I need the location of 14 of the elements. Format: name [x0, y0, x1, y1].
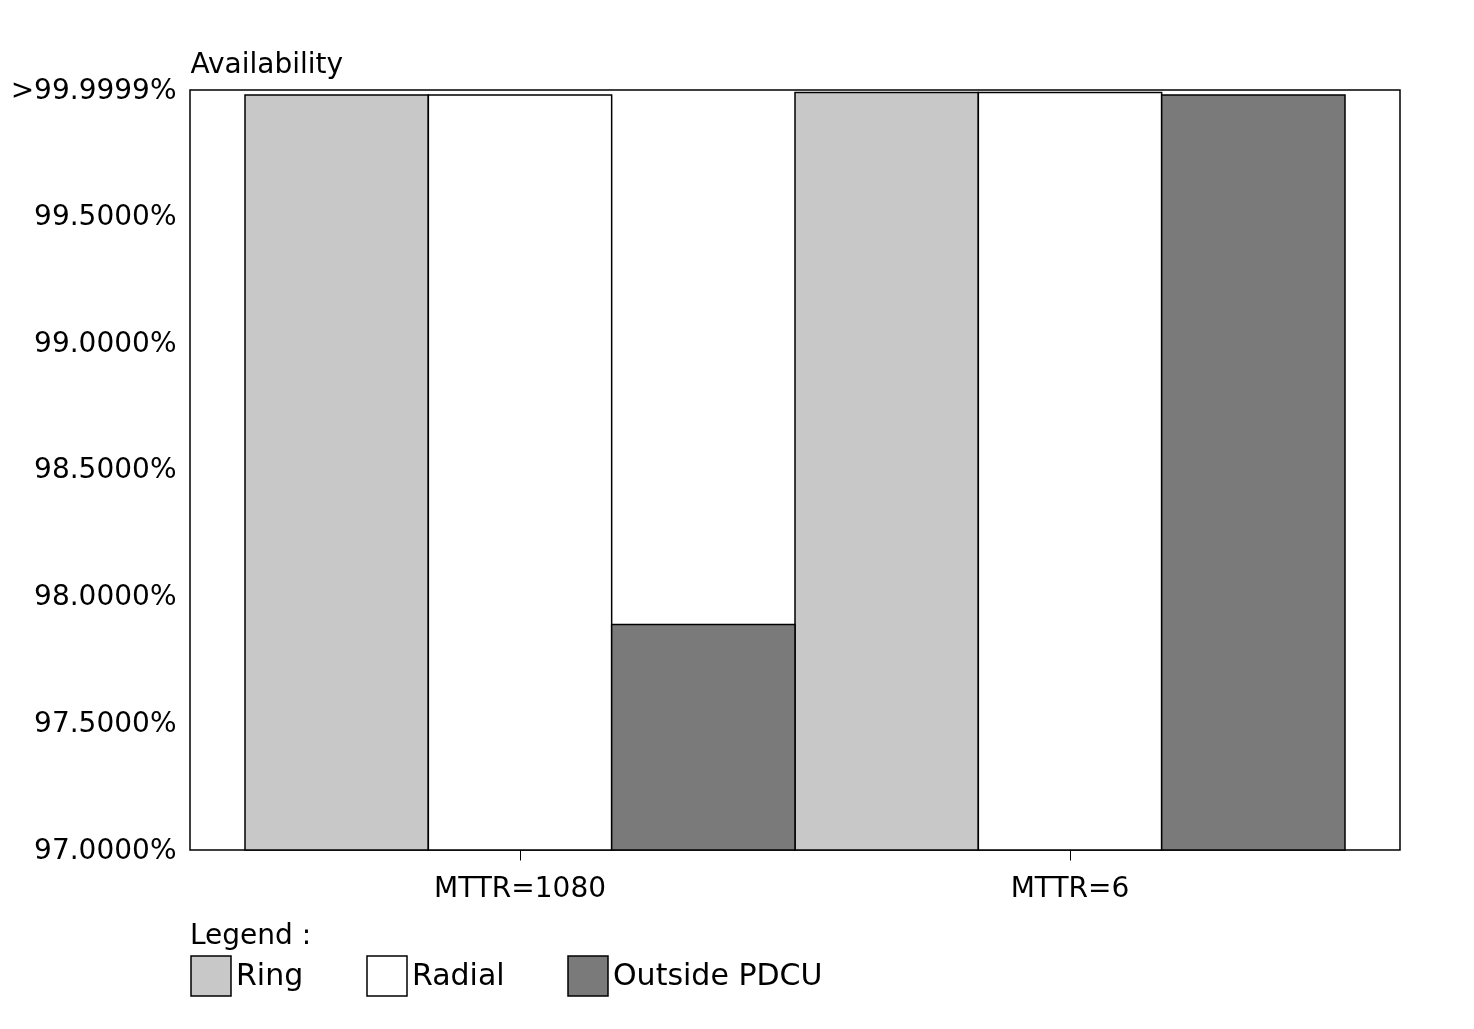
y-tick-label: 97.5000%	[34, 705, 177, 739]
y-tick-label: 98.0000%	[34, 579, 177, 613]
y-tick-label: 97.0000%	[34, 832, 177, 866]
y-tick-label: 99.0000%	[34, 325, 177, 359]
x-tick-label: MTTR=6	[1010, 870, 1130, 904]
legend-label: Ring	[236, 957, 304, 992]
y-axis-title: Availability	[190, 46, 344, 80]
y-tick-label: >99.9999%	[10, 72, 177, 106]
x-tick-label: MTTR=1080	[433, 870, 607, 904]
legend-label: Outside PDCU	[613, 957, 823, 992]
legend-label: Radial	[412, 957, 505, 992]
legend-title: Legend :	[190, 918, 312, 951]
y-tick-label: 98.5000%	[34, 452, 177, 486]
y-tick-label: 99.5000%	[34, 199, 177, 233]
